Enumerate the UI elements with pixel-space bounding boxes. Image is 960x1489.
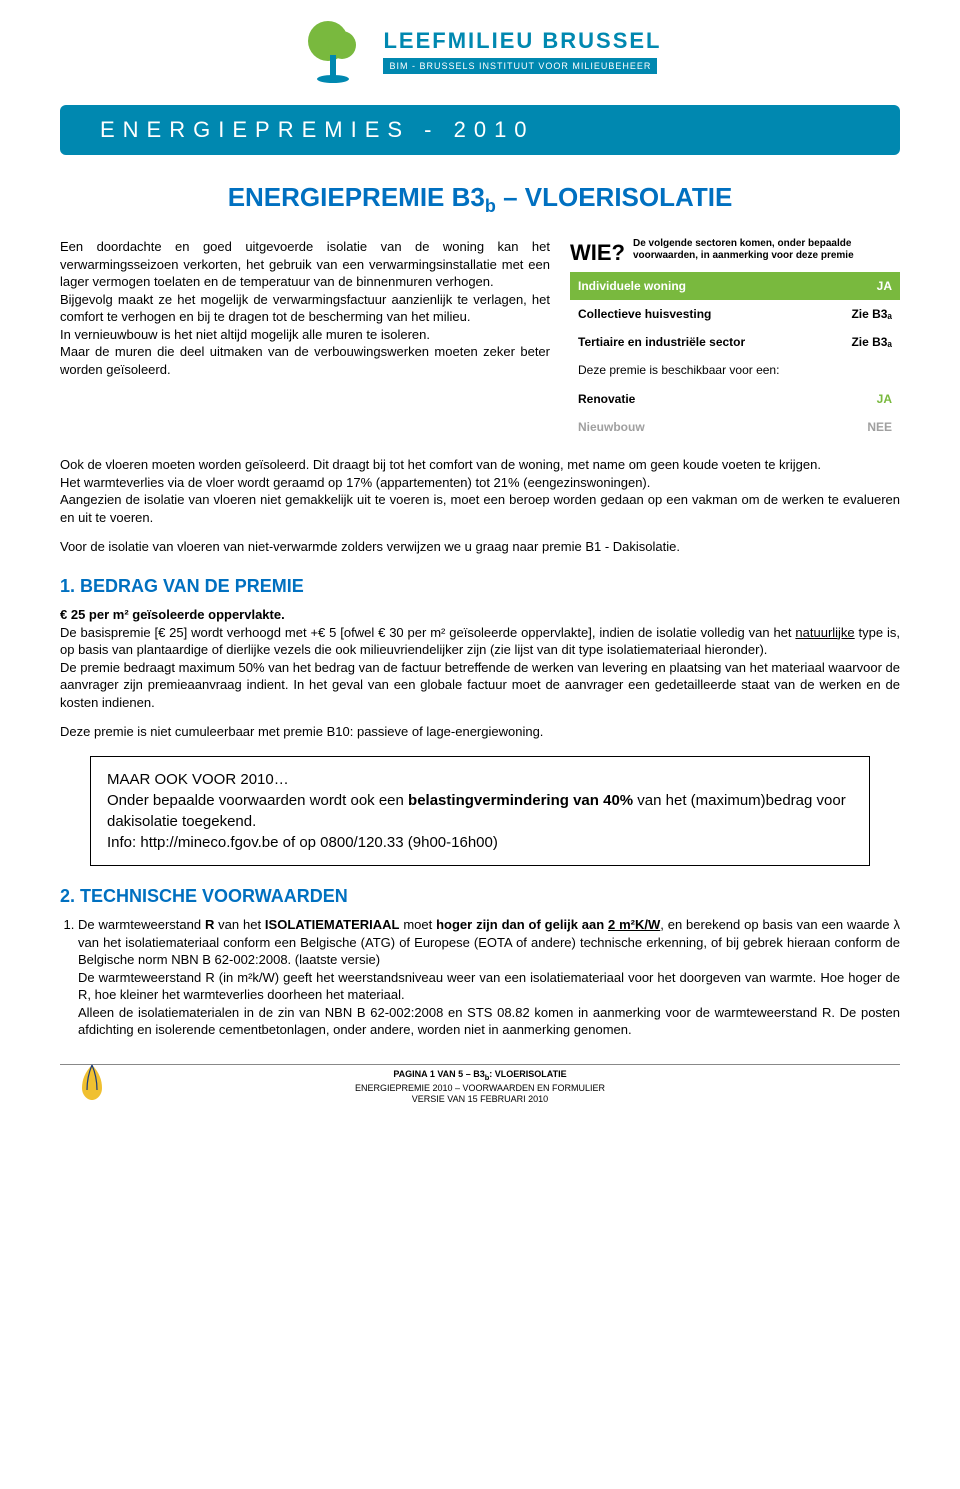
title-post: – VLOERISOLATIE — [496, 182, 732, 212]
s2-g: 2 m²K/W — [608, 917, 660, 932]
wie-row-collectieve: Collectieve huisvesting Zie B3ₐ — [570, 300, 900, 328]
wie-row-label: Renovatie — [578, 391, 635, 407]
wie-caption: Deze premie is beschikbaar voor een: — [570, 356, 900, 384]
wie-header: WIE? De volgende sectoren komen, onder b… — [570, 238, 900, 268]
title-pre: ENERGIEPREMIE B3 — [228, 182, 485, 212]
brand-text: LEEFMILIEU BRUSSEL BIM - BRUSSELS INSTIT… — [383, 26, 661, 74]
footer-l1c: : VLOERISOLATIE — [489, 1069, 566, 1079]
intro-text: Een doordachte en goed uitgevoerde isola… — [60, 238, 550, 441]
s2-e: moet — [400, 917, 437, 932]
wie-label: WIE? — [570, 238, 625, 268]
wie-row-value: Zie B3ₐ — [851, 306, 892, 322]
wie-row-value: NEE — [867, 419, 892, 435]
wie-row-label: Individuele woning — [578, 278, 686, 294]
wie-row-label: Nieuwbouw — [578, 419, 645, 435]
section1-p1a: De basispremie [€ 25] wordt verhoogd met… — [60, 625, 795, 640]
intro-p2: Bijgevolg maakt ze het mogelijk de verwa… — [60, 292, 550, 325]
s2-a: De warmteweerstand — [78, 917, 205, 932]
s2-f: hoger zijn dan of gelijk aan — [436, 917, 608, 932]
page-header: LEEFMILIEU BRUSSEL BIM - BRUSSELS INSTIT… — [0, 0, 960, 95]
s2-p2: De warmteweerstand R (in m²k/W) geeft he… — [78, 970, 900, 1003]
section2-heading: 2. TECHNISCHE VOORWAARDEN — [60, 884, 900, 908]
section1-l1: € 25 per m² geïsoleerde oppervlakte. — [60, 607, 285, 622]
footer-l3: VERSIE VAN 15 FEBRUARI 2010 — [412, 1094, 548, 1104]
s2-b: R — [205, 917, 214, 932]
body-p4: Voor de isolatie van vloeren van niet-ve… — [60, 538, 900, 556]
s2-c: van het — [214, 917, 265, 932]
body-p3: Aangezien de isolatie van vloeren niet g… — [60, 492, 900, 525]
body-p1: Ook de vloeren moeten worden geïsoleerd.… — [60, 457, 821, 472]
title-sub: b — [485, 196, 496, 216]
section1-p2: De premie bedraagt maximum 50% van het b… — [60, 660, 900, 710]
intro-columns: Een doordachte en goed uitgevoerde isola… — [60, 238, 900, 441]
wie-row-nieuwbouw: Nieuwbouw NEE — [570, 413, 900, 441]
section1-p3: Deze premie is niet cumuleerbaar met pre… — [60, 723, 900, 741]
intro-p1: Een doordachte en goed uitgevoerde isola… — [60, 239, 550, 289]
tree-logo-icon — [298, 15, 368, 85]
info-box: MAAR OOK VOOR 2010… Onder bepaalde voorw… — [90, 756, 870, 866]
infobox-l2b: belastingvermindering van 40% — [408, 792, 633, 809]
wie-row-label: Tertiaire en industriële sector — [578, 334, 745, 350]
intro-p3: In vernieuwbouw is het niet altijd mogel… — [60, 327, 430, 342]
brand-main: LEEFMILIEU BRUSSEL — [383, 26, 661, 56]
s2-p3: Alleen de isolatiematerialen in de zin v… — [78, 1005, 900, 1038]
page-title: ENERGIEPREMIE B3b – VLOERISOLATIE — [60, 180, 900, 218]
section1-p1b: natuurlijke — [795, 625, 854, 640]
section2-list: De warmteweerstand R van het ISOLATIEMAT… — [60, 916, 900, 1039]
footer-l1a: PAGINA 1 VAN 5 – B3 — [393, 1069, 484, 1079]
infobox-l3: Info: http://mineco.fgov.be of op 0800/1… — [107, 834, 498, 851]
section2-item1: De warmteweerstand R van het ISOLATIEMAT… — [78, 916, 900, 1039]
brand-sub: BIM - BRUSSELS INSTITUUT VOOR MILIEUBEHE… — [383, 58, 657, 74]
wie-row-individuele: Individuele woning JA — [570, 272, 900, 300]
section1-heading: 1. BEDRAG VAN DE PREMIE — [60, 574, 900, 598]
iris-icon — [70, 1060, 115, 1105]
wie-row-value: JA — [877, 391, 892, 407]
section1-body: € 25 per m² geïsoleerde oppervlakte. De … — [60, 606, 900, 711]
infobox-l1: MAAR OOK VOOR 2010… — [107, 771, 289, 788]
footer-l2: ENERGIEPREMIE 2010 – VOORWAARDEN EN FORM… — [355, 1083, 605, 1093]
infobox-l2a: Onder bepaalde voorwaarden wordt ook een — [107, 792, 408, 809]
intro-p4: Maar de muren die deel uitmaken van de v… — [60, 344, 550, 377]
wie-panel: WIE? De volgende sectoren komen, onder b… — [570, 238, 900, 441]
wie-row-value: Zie B3ₐ — [851, 334, 892, 350]
wie-desc: De volgende sectoren komen, onder bepaal… — [633, 238, 900, 262]
wie-row-label: Collectieve huisvesting — [578, 306, 711, 322]
body-p2: Het warmteverlies via de vloer wordt ger… — [60, 475, 650, 490]
wie-row-tertiaire: Tertiaire en industriële sector Zie B3ₐ — [570, 328, 900, 356]
wie-row-renovatie: Renovatie JA — [570, 385, 900, 413]
main-content: ENERGIEPREMIE B3b – VLOERISOLATIE Een do… — [0, 180, 960, 1146]
body-block: Ook de vloeren moeten worden geïsoleerd.… — [60, 456, 900, 526]
page-footer: PAGINA 1 VAN 5 – B3b: VLOERISOLATIE ENER… — [60, 1064, 900, 1106]
s2-d: ISOLATIEMATERIAAL — [265, 917, 400, 932]
title-banner: ENERGIEPREMIES - 2010 — [60, 105, 900, 155]
wie-row-value: JA — [877, 278, 892, 294]
